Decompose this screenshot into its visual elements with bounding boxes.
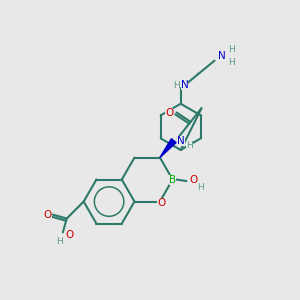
Text: B: B — [169, 175, 176, 184]
Text: H: H — [197, 183, 204, 192]
Text: O: O — [189, 175, 197, 184]
Text: H: H — [186, 141, 193, 150]
Text: O: O — [157, 198, 166, 208]
Text: N: N — [177, 136, 184, 146]
Text: N: N — [218, 51, 226, 61]
Text: H: H — [228, 45, 235, 54]
Text: N: N — [181, 80, 188, 89]
Text: H: H — [228, 58, 235, 67]
Text: O: O — [44, 210, 52, 220]
Text: O: O — [165, 108, 173, 118]
Text: H: H — [173, 81, 179, 90]
Text: O: O — [65, 230, 73, 240]
Text: H: H — [56, 237, 62, 246]
Polygon shape — [160, 139, 176, 158]
